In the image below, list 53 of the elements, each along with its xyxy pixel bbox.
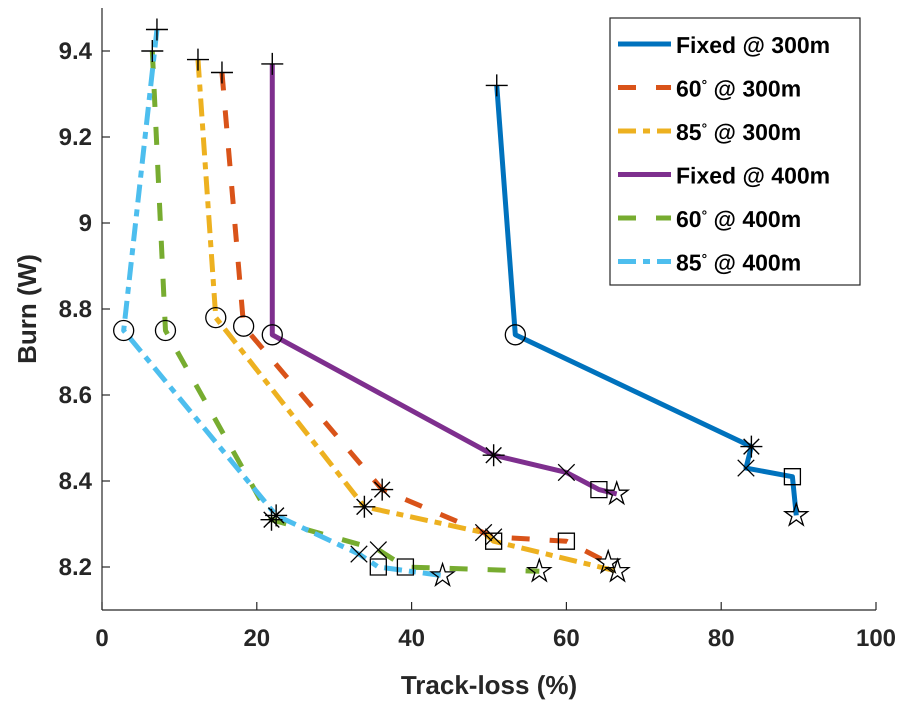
point <box>474 524 492 542</box>
point <box>605 558 630 582</box>
legend-label: 85$^{°}$ @ 300m <box>676 119 802 145</box>
x-axis-title: Track-loss (%) <box>400 670 578 700</box>
legend-label: Fixed @ 400m <box>676 162 830 188</box>
point <box>370 558 387 576</box>
y-tick-label: 8.8 <box>58 296 92 323</box>
point <box>558 464 576 482</box>
y-axis-title: Burn (W) <box>12 254 42 364</box>
legend-label: 60$^{°}$ @ 400m <box>676 206 802 232</box>
point <box>784 468 802 486</box>
x-tick-label: 100 <box>856 625 896 652</box>
x-tick-label: 80 <box>708 625 735 652</box>
point <box>141 40 164 62</box>
point <box>232 316 254 337</box>
y-tick-label: 8.6 <box>58 382 92 409</box>
point <box>590 480 608 498</box>
point <box>737 459 755 477</box>
point <box>205 306 226 328</box>
point <box>596 550 620 574</box>
x-tick-label: 60 <box>553 625 580 652</box>
point <box>482 444 505 466</box>
point <box>527 558 552 582</box>
x-tick-label: 40 <box>398 625 425 652</box>
point <box>558 532 576 550</box>
point <box>740 436 762 458</box>
x-tick-label: 0 <box>95 625 109 652</box>
point <box>262 324 283 346</box>
legend-label: 60$^{°}$ @ 300m <box>676 76 802 102</box>
point <box>353 496 376 518</box>
y-tick-label: 9 <box>78 210 92 237</box>
point <box>186 48 209 71</box>
legend-label: 85$^{°}$ @ 400m <box>676 250 802 276</box>
point <box>430 563 455 586</box>
point <box>350 545 368 563</box>
legend-label: Fixed @ 300m <box>676 32 830 58</box>
y-tick-label: 8.4 <box>58 468 93 495</box>
point <box>371 478 394 501</box>
point <box>604 481 629 504</box>
point <box>486 74 508 96</box>
point <box>265 504 288 526</box>
point <box>396 558 414 576</box>
y-tick-label: 8.2 <box>58 554 92 581</box>
point <box>504 324 526 346</box>
x-tick-label: 20 <box>243 625 270 652</box>
point <box>484 532 502 550</box>
point <box>369 540 388 559</box>
point <box>784 502 808 526</box>
y-tick-label: 9.2 <box>58 124 92 151</box>
point <box>113 320 134 342</box>
point <box>261 52 284 75</box>
point <box>154 320 176 342</box>
y-tick-label: 9.4 <box>58 38 93 65</box>
